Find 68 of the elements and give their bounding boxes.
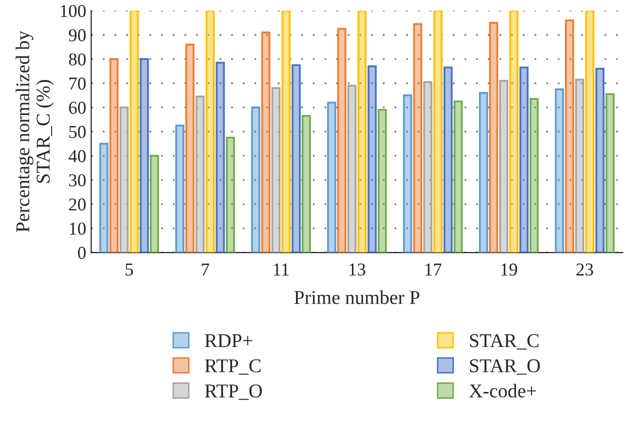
- bar: [195, 96, 205, 253]
- bar: [575, 78, 584, 253]
- bar: [357, 10, 367, 253]
- bar: [185, 44, 194, 253]
- y-tick-label: 10: [70, 222, 86, 235]
- x-tick-label: 17: [425, 264, 442, 276]
- bar: [337, 28, 346, 253]
- bar: [261, 32, 270, 253]
- bar: [423, 81, 432, 253]
- y-tick-label: 0: [78, 246, 86, 259]
- bar: [302, 114, 311, 253]
- bar: [282, 10, 291, 253]
- y-tick-label: 40: [68, 150, 86, 162]
- bar: [216, 62, 225, 253]
- y-tick-label: 30: [69, 174, 86, 186]
- legend-label: STAR_O: [470, 359, 540, 375]
- bar: [489, 22, 498, 253]
- legend-label: RTP_O: [204, 384, 262, 400]
- bar: [140, 58, 149, 253]
- bar: [175, 124, 184, 253]
- bar: [606, 93, 615, 253]
- bar: [413, 23, 422, 253]
- bar: [99, 142, 108, 253]
- legend-label: RDP+: [204, 334, 252, 348]
- x-tick-label: 11: [274, 264, 289, 276]
- y-tick-label: 50: [69, 126, 86, 138]
- bar: [454, 100, 463, 253]
- y-tick-label: 100: [60, 4, 86, 18]
- bar: [226, 136, 235, 253]
- bar: [109, 58, 119, 253]
- x-tick-label: 13: [350, 264, 366, 276]
- bar: [444, 66, 453, 253]
- bar: [509, 10, 518, 253]
- bar: [565, 19, 574, 253]
- bar: [150, 154, 160, 253]
- x-tick-label: 7: [202, 264, 210, 276]
- bar: [433, 10, 442, 253]
- legend-label: X-code+: [469, 384, 536, 398]
- bar: [292, 64, 301, 253]
- bar: [595, 68, 604, 253]
- bar: [251, 106, 260, 253]
- legend-label: RTP_C: [204, 359, 260, 375]
- y-tick-label: 60: [69, 102, 86, 114]
- bar: [554, 88, 564, 253]
- y-tick-label: 90: [68, 29, 86, 42]
- bar: [327, 102, 336, 253]
- bar: [478, 92, 488, 253]
- y-axis-title: Percentage normalized by STAR_C (%): [16, 30, 54, 232]
- bar: [368, 65, 377, 253]
- bar: [271, 87, 281, 253]
- bar: [530, 98, 539, 253]
- bar: [130, 10, 139, 253]
- bar: [499, 80, 508, 253]
- x-tick-label: 19: [501, 264, 518, 276]
- legend-label: STAR_C: [470, 334, 539, 350]
- x-axis-title: Prime number P: [294, 290, 420, 304]
- y-tick-label: 70: [69, 78, 86, 90]
- bar: [206, 10, 215, 253]
- x-tick-label: 23: [576, 264, 594, 276]
- bar: [519, 66, 529, 253]
- x-tick-label: 5: [126, 264, 133, 276]
- y-tick-label: 20: [69, 198, 86, 211]
- bar: [585, 10, 594, 253]
- bar: [403, 94, 412, 253]
- bar: [120, 106, 129, 253]
- bar: [347, 84, 356, 253]
- bar: [378, 108, 387, 253]
- y-tick-label: 80: [68, 53, 86, 66]
